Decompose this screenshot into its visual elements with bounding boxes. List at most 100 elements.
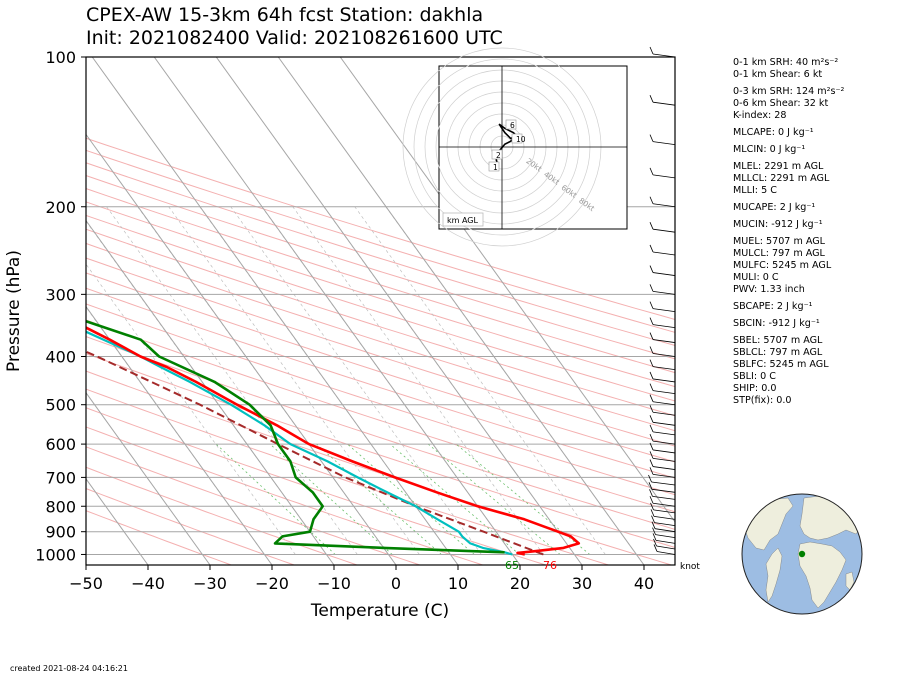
moist-adiabat bbox=[86, 263, 296, 555]
wind-barb-shaft bbox=[652, 411, 676, 416]
index-line: MLLCL: 2291 m AGL bbox=[733, 173, 830, 184]
globe-outline bbox=[741, 493, 863, 615]
wind-barb-shaft bbox=[652, 502, 676, 507]
y-tick-label: 200 bbox=[45, 198, 76, 217]
x-tick-label: 40 bbox=[634, 574, 654, 593]
y-tick-label: 800 bbox=[45, 497, 76, 516]
index-line: SBCIN: -912 J kg⁻¹ bbox=[733, 318, 820, 329]
dry-adiabat bbox=[86, 446, 420, 565]
index-line: 0-3 km SRH: 124 m²s⁻² bbox=[733, 86, 845, 97]
y-tick-label: 100 bbox=[45, 48, 76, 67]
wind-barb-shaft bbox=[652, 353, 676, 357]
dry-adiabat bbox=[86, 149, 675, 333]
index-line: SBLCL: 797 m AGL bbox=[733, 347, 823, 358]
wind-barb-shaft bbox=[652, 474, 676, 478]
dewpoint-ascent-profile bbox=[86, 319, 505, 554]
wind-barb-shaft bbox=[652, 339, 676, 343]
wind-barb-flag bbox=[649, 394, 654, 402]
index-line: SBEL: 5707 m AGL bbox=[733, 335, 823, 346]
wind-barb-shaft bbox=[653, 509, 676, 514]
x-tick-label: −10 bbox=[317, 574, 351, 593]
wind-barb-shaft bbox=[656, 545, 676, 550]
wind-barb-flag bbox=[649, 196, 654, 204]
wind-barb-flag bbox=[651, 521, 656, 529]
mixing-ratio-line bbox=[389, 443, 520, 555]
wind-barb-flag bbox=[649, 222, 654, 230]
wind-barb-shaft bbox=[652, 440, 676, 445]
moist-adiabat bbox=[292, 206, 544, 555]
hodograph-height-label: 6 bbox=[510, 121, 515, 130]
dry-adiabat bbox=[86, 137, 675, 320]
x-tick-label: 10 bbox=[448, 574, 468, 593]
x-tick-label: 0 bbox=[391, 574, 401, 593]
wind-barb-flag bbox=[649, 424, 654, 433]
index-line: SBLI: 0 C bbox=[733, 371, 776, 382]
dry-adiabat bbox=[86, 188, 675, 374]
wind-barb-flag bbox=[649, 167, 654, 176]
dry-adiabat bbox=[86, 319, 675, 513]
skewt-background-lines bbox=[86, 57, 675, 565]
dry-adiabat bbox=[86, 510, 232, 565]
hodograph-height-box bbox=[511, 133, 523, 144]
dry-adiabat bbox=[86, 388, 609, 565]
hodograph-legend-box bbox=[442, 212, 484, 227]
wind-barb-shaft bbox=[652, 495, 676, 500]
dry-adiabat bbox=[86, 488, 295, 565]
wind-barb-flag bbox=[649, 405, 654, 413]
wind-barb-shaft bbox=[652, 390, 676, 395]
index-line: SBLFC: 5245 m AGL bbox=[733, 359, 829, 370]
wind-barb-shaft bbox=[652, 251, 676, 256]
dry-adiabat bbox=[86, 466, 358, 565]
y-tick-label: 500 bbox=[45, 396, 76, 415]
wind-barb-shaft bbox=[652, 141, 676, 145]
y-tick-label: 1000 bbox=[35, 545, 76, 564]
wind-barb-shaft bbox=[652, 308, 676, 313]
hodograph-legend-label: km AGL bbox=[447, 216, 479, 225]
wind-barb-flag bbox=[649, 459, 654, 467]
stability-indices: 0-1 km SRH: 40 m²s⁻² 0-1 km Shear: 6 kt 0-… bbox=[733, 57, 844, 407]
wind-barb-shaft bbox=[652, 290, 676, 295]
index-line: SHIP: 0.0 bbox=[733, 383, 777, 394]
dry-adiabat bbox=[86, 214, 675, 402]
wind-barb-shaft bbox=[652, 421, 676, 426]
dry-adiabat bbox=[86, 162, 675, 347]
isotherm bbox=[86, 391, 211, 565]
isotherm bbox=[339, 57, 675, 523]
wind-barb-flag bbox=[648, 482, 653, 490]
index-line: MULCL: 797 m AGL bbox=[733, 248, 825, 259]
wind-barb-flag bbox=[649, 451, 654, 459]
wind-barb-shaft bbox=[652, 174, 676, 179]
y-tick-label: 400 bbox=[45, 348, 76, 367]
mixing-ratio-line bbox=[316, 443, 442, 555]
hodograph-frame bbox=[438, 65, 628, 230]
wind-barb-flag bbox=[651, 515, 655, 523]
wind-barb-shaft bbox=[652, 272, 676, 276]
index-line: MLLI: 5 C bbox=[733, 185, 777, 196]
index-line: STP(fix): 0.0 bbox=[733, 395, 792, 406]
hodograph-height-box bbox=[488, 161, 500, 172]
wind-barb-shaft bbox=[653, 515, 676, 520]
index-line: MUCAPE: 2 J kg⁻¹ bbox=[733, 202, 816, 213]
wind-barb-flag bbox=[649, 46, 654, 55]
wind-barb-flag bbox=[649, 415, 654, 423]
wind-barb-flag bbox=[649, 496, 654, 504]
index-line: PWV: 1.33 inch bbox=[733, 284, 805, 295]
station-globe bbox=[741, 493, 863, 615]
x-tick-label: −20 bbox=[255, 574, 289, 593]
wind-barb-flag bbox=[649, 332, 654, 340]
dry-adiabat bbox=[86, 242, 675, 432]
created-timestamp: created 2021-08-24 04:16:21 bbox=[10, 664, 128, 673]
wind-barb-flag bbox=[653, 538, 657, 547]
wind-barb-flag bbox=[652, 533, 657, 541]
wind-barb-flag bbox=[653, 544, 658, 552]
temperature-profile bbox=[86, 326, 581, 556]
wind-barb-flag bbox=[649, 265, 654, 273]
isotherm bbox=[91, 57, 459, 565]
index-line: 0-6 km Shear: 32 kt bbox=[733, 98, 829, 109]
wind-barb-shaft bbox=[654, 528, 676, 533]
wind-barb-shaft bbox=[651, 488, 676, 493]
isotherm bbox=[153, 57, 521, 565]
wind-barb-shaft bbox=[652, 449, 676, 454]
hodograph-height-label: 2 bbox=[496, 151, 501, 160]
